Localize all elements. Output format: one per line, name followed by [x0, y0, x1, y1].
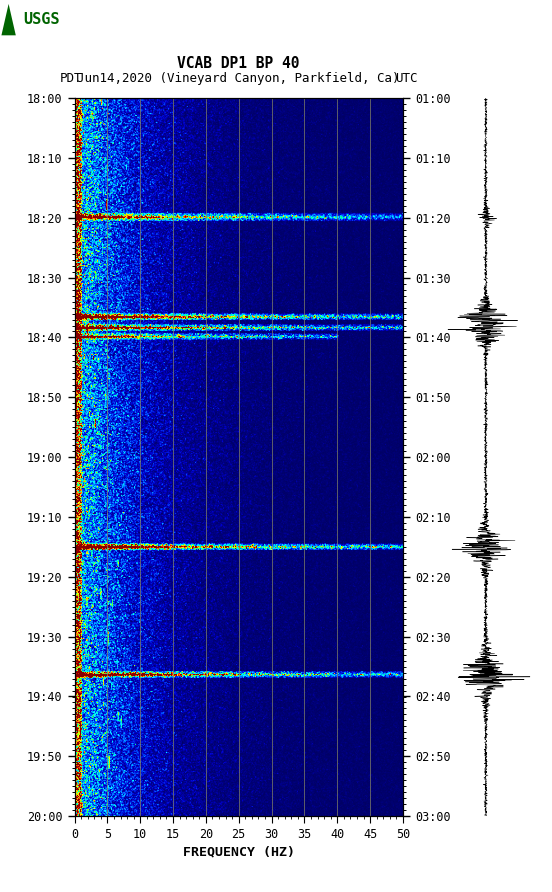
Text: PDT: PDT [60, 71, 82, 85]
Text: USGS: USGS [23, 12, 60, 27]
Text: Jun14,2020 (Vineyard Canyon, Parkfield, Ca): Jun14,2020 (Vineyard Canyon, Parkfield, … [77, 71, 400, 85]
Text: UTC: UTC [395, 71, 417, 85]
X-axis label: FREQUENCY (HZ): FREQUENCY (HZ) [183, 845, 295, 858]
Polygon shape [2, 4, 16, 36]
Text: VCAB DP1 BP 40: VCAB DP1 BP 40 [177, 56, 300, 71]
